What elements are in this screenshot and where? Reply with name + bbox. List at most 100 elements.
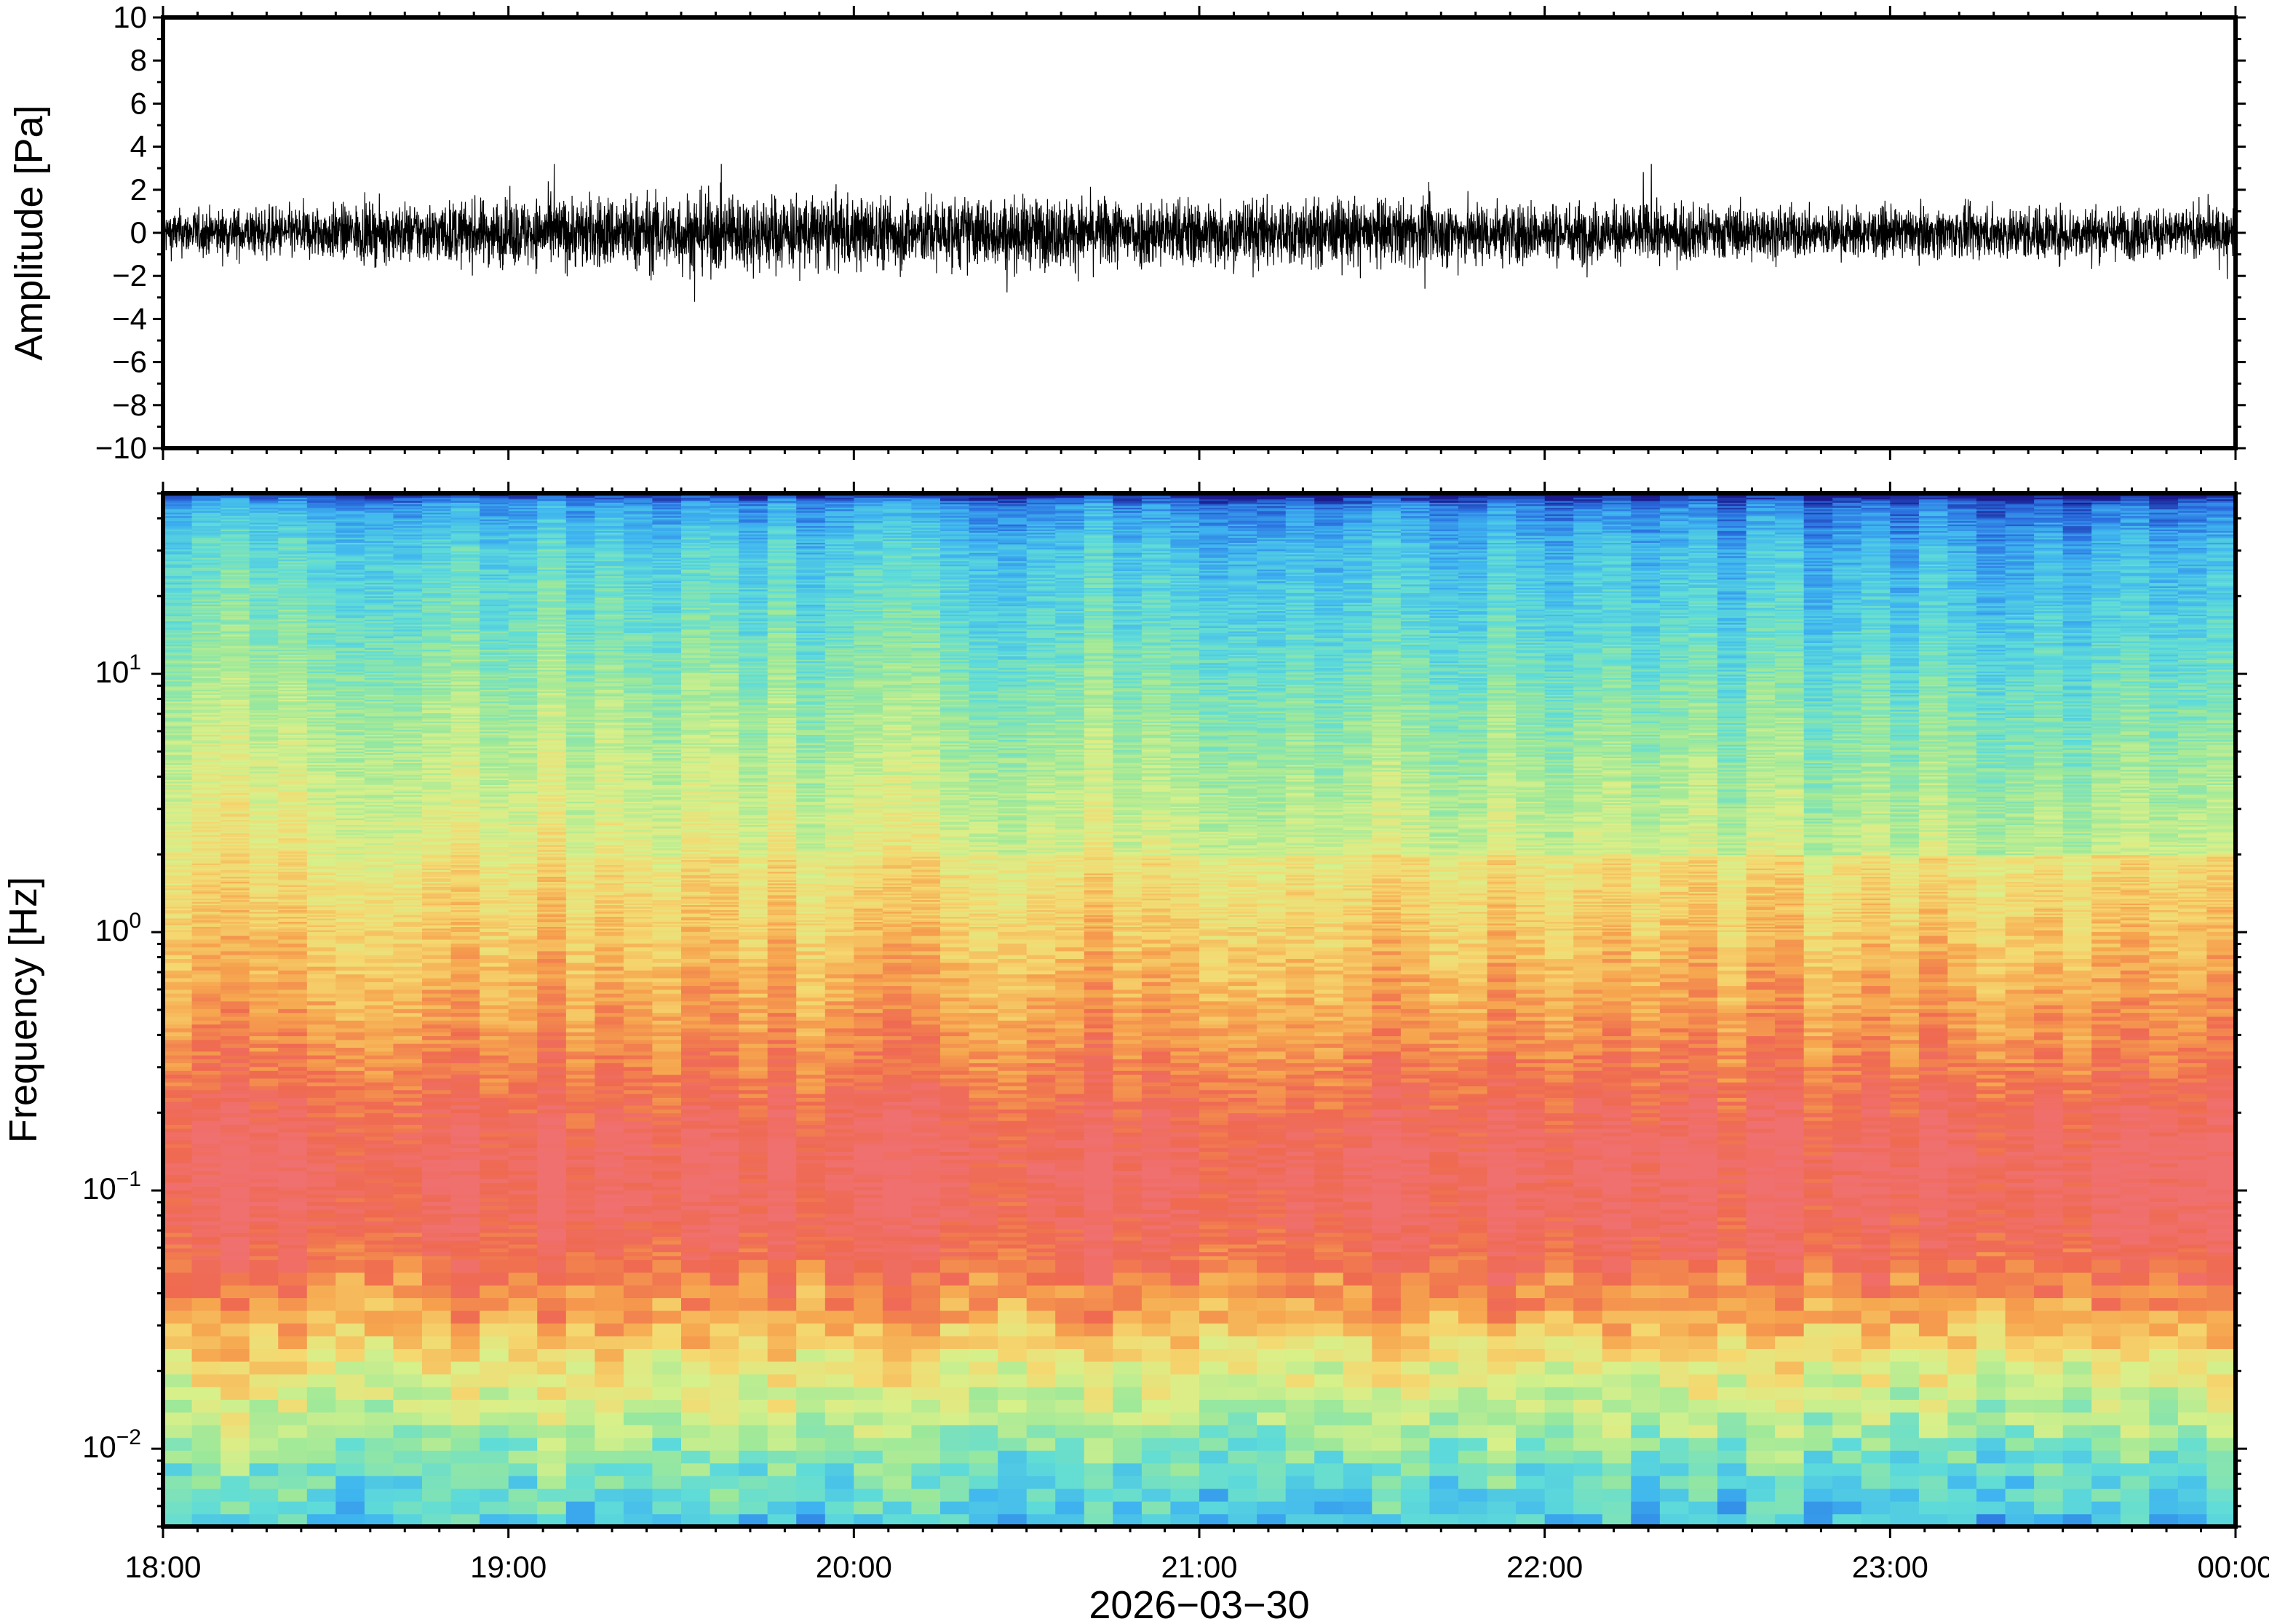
spectrogram-cell bbox=[1803, 1198, 1834, 1203]
spectrogram-cell bbox=[595, 1323, 624, 1337]
spectrogram-cell bbox=[2149, 1236, 2179, 1241]
spectrogram-cell bbox=[1170, 1386, 1200, 1400]
spectrogram-cell bbox=[1573, 1225, 1603, 1230]
spectrogram-cell bbox=[1257, 1086, 1287, 1091]
spectrogram-cell bbox=[854, 1348, 883, 1362]
spectrogram-cell bbox=[249, 1147, 279, 1153]
spectrogram-cell bbox=[508, 1171, 539, 1175]
spectrogram-cell bbox=[1141, 1248, 1172, 1253]
spectrogram-cell bbox=[796, 1163, 826, 1168]
spectrogram-cell bbox=[1458, 1144, 1488, 1148]
spectrogram-cell bbox=[1861, 1082, 1891, 1086]
spectrogram-cell bbox=[1746, 1166, 1776, 1171]
spectrogram-cell bbox=[1602, 1272, 1632, 1286]
spectrogram-cell bbox=[710, 1437, 739, 1451]
spectrogram-cell bbox=[163, 1243, 193, 1249]
spectrogram-cell bbox=[2034, 1248, 2064, 1253]
spectrogram-cell bbox=[2206, 1255, 2236, 1260]
spectrogram-cell bbox=[1832, 1101, 1862, 1106]
spectrogram-cell bbox=[2062, 1323, 2093, 1337]
waveform-trace bbox=[163, 164, 2236, 302]
spectrogram-cell bbox=[1573, 1166, 1603, 1171]
spectrogram-cell bbox=[2206, 1374, 2236, 1388]
spectrogram-cell bbox=[163, 1437, 193, 1451]
spectrogram-cell bbox=[1458, 1501, 1488, 1515]
spectrogram-cell bbox=[2120, 1086, 2150, 1091]
spectrogram-cell bbox=[1285, 1310, 1316, 1324]
spectrogram-cell bbox=[249, 1225, 279, 1230]
spectrogram-cell bbox=[969, 1297, 998, 1311]
spectrogram-cell bbox=[1775, 1476, 1805, 1489]
spectrogram-cell bbox=[393, 1425, 423, 1438]
spectrogram-cell bbox=[537, 1132, 567, 1137]
spectrogram-cell bbox=[1487, 1116, 1517, 1121]
spectrogram-cell bbox=[278, 1086, 308, 1091]
spectrogram-cell bbox=[1429, 1361, 1459, 1374]
spectrogram-cell bbox=[2206, 1174, 2236, 1179]
spectrogram-cell bbox=[537, 1186, 567, 1191]
spectrogram-cell bbox=[1228, 1128, 1257, 1133]
spectrogram-cell bbox=[2206, 1243, 2236, 1249]
spectrogram-cell bbox=[1631, 1285, 1661, 1299]
spectrogram-cell bbox=[796, 1144, 826, 1148]
spectrogram-cell bbox=[565, 1190, 596, 1195]
spectrogram-cell bbox=[1688, 1228, 1718, 1233]
spectrogram-cell bbox=[1400, 1193, 1431, 1198]
spectrogram-cell bbox=[2206, 1297, 2236, 1311]
spectrogram-cell bbox=[163, 1132, 193, 1137]
spectrogram-cell bbox=[1861, 1109, 1891, 1114]
spectrogram-cell bbox=[796, 1310, 826, 1324]
spectrogram-cell bbox=[1573, 1462, 1603, 1476]
spectrogram-cell bbox=[1141, 1476, 1172, 1489]
spectrogram-cell bbox=[1141, 1190, 1172, 1195]
spectrogram-cell bbox=[882, 1190, 913, 1195]
spectrogram-cell bbox=[2120, 1259, 2150, 1273]
spectrogram-cell bbox=[998, 1124, 1028, 1129]
spectrogram-cell bbox=[1544, 1374, 1575, 1388]
spectrogram-cell bbox=[565, 1213, 596, 1218]
spectrogram-cell bbox=[1544, 1361, 1575, 1374]
spectrogram-cell bbox=[595, 1178, 624, 1183]
spectrogram-cell bbox=[249, 1412, 279, 1425]
spectrogram-cell bbox=[652, 1374, 682, 1388]
spectrogram-cell bbox=[1487, 1437, 1517, 1451]
spectrogram-cell bbox=[595, 1201, 624, 1206]
spectrogram-cell bbox=[508, 1086, 539, 1091]
spectrogram-cell bbox=[364, 1171, 394, 1175]
spectrogram-cell bbox=[1429, 1248, 1459, 1253]
spectrogram-cell bbox=[1113, 1198, 1143, 1203]
spectrogram-cell bbox=[2206, 1233, 2236, 1237]
spectrogram-cell bbox=[364, 1361, 394, 1374]
spectrogram-cell bbox=[1516, 1171, 1546, 1175]
spectrogram-cell bbox=[191, 1136, 221, 1141]
spectrogram-cell bbox=[940, 1186, 970, 1191]
spectrogram-cell bbox=[1573, 1248, 1603, 1253]
spectrogram-cell bbox=[163, 1151, 193, 1156]
spectrogram-cell bbox=[1832, 1109, 1862, 1114]
spectrogram-cell bbox=[2005, 1425, 2035, 1438]
spectrogram-cell bbox=[163, 1501, 193, 1515]
spectrogram-cell bbox=[882, 1112, 913, 1118]
spectrogram-cell bbox=[940, 1450, 970, 1464]
spectrogram-cell bbox=[422, 1240, 452, 1245]
spectrogram-cell bbox=[335, 1186, 365, 1191]
spectrogram-cell bbox=[2206, 1190, 2236, 1195]
spectrogram-cell bbox=[739, 1094, 768, 1098]
spectrogram-cell bbox=[450, 1476, 480, 1489]
spectrogram-cell bbox=[1918, 1101, 1949, 1106]
spectrogram-cell bbox=[1832, 1132, 1862, 1137]
spectrogram-cell bbox=[1314, 1488, 1344, 1502]
spectrogram-cell bbox=[1746, 1124, 1776, 1129]
spectrogram-cell bbox=[796, 1124, 826, 1129]
spectrogram-cell bbox=[422, 1374, 452, 1388]
spectrogram-cell bbox=[249, 1361, 279, 1374]
spectrogram-cell bbox=[2034, 1425, 2064, 1438]
spectrogram-cell bbox=[1746, 1205, 1776, 1210]
spectrogram-cell bbox=[1717, 1097, 1747, 1102]
spectrogram-cell bbox=[2034, 1213, 2064, 1218]
spectrogram-cell bbox=[911, 1297, 941, 1311]
spectrogram-cell bbox=[1257, 1361, 1287, 1374]
spectrogram-cell bbox=[191, 1178, 221, 1183]
spectrogram-cell bbox=[191, 1259, 221, 1273]
spectrogram-cell bbox=[595, 1437, 624, 1451]
